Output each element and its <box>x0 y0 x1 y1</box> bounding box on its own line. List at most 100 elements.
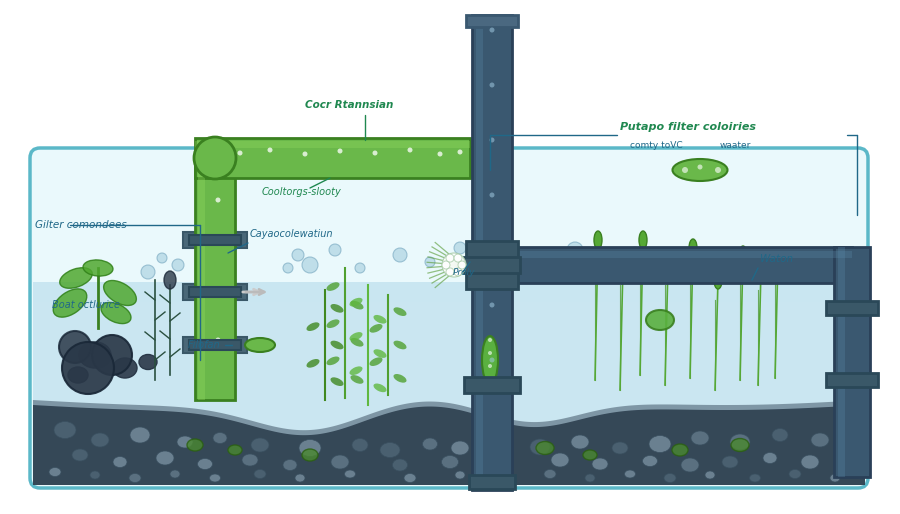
Circle shape <box>567 242 583 258</box>
FancyBboxPatch shape <box>30 148 868 488</box>
Ellipse shape <box>830 474 840 482</box>
Ellipse shape <box>691 431 709 445</box>
Ellipse shape <box>583 450 597 460</box>
Ellipse shape <box>619 256 627 274</box>
Ellipse shape <box>772 429 788 442</box>
Bar <box>826 373 878 387</box>
Circle shape <box>355 263 365 273</box>
Bar <box>464 257 520 273</box>
Bar <box>464 377 520 393</box>
Bar <box>183 337 247 353</box>
Ellipse shape <box>689 239 697 257</box>
Ellipse shape <box>59 268 93 288</box>
Circle shape <box>437 152 443 156</box>
Bar <box>466 15 518 27</box>
Circle shape <box>488 338 492 342</box>
Bar <box>198 158 205 400</box>
Circle shape <box>141 265 155 279</box>
Ellipse shape <box>739 246 747 264</box>
Ellipse shape <box>130 427 150 443</box>
Ellipse shape <box>370 357 382 366</box>
Circle shape <box>458 261 466 269</box>
Bar <box>189 235 241 245</box>
Ellipse shape <box>536 442 554 454</box>
Ellipse shape <box>705 471 715 479</box>
Ellipse shape <box>327 319 339 328</box>
Circle shape <box>373 151 377 156</box>
Ellipse shape <box>404 473 416 483</box>
Ellipse shape <box>714 271 722 289</box>
Bar <box>472 15 512 490</box>
Ellipse shape <box>612 442 628 454</box>
Ellipse shape <box>352 438 368 451</box>
Circle shape <box>302 257 318 273</box>
Ellipse shape <box>213 432 227 444</box>
Ellipse shape <box>374 349 386 358</box>
Bar <box>834 247 870 477</box>
Ellipse shape <box>442 455 458 468</box>
Ellipse shape <box>594 231 602 249</box>
Ellipse shape <box>392 459 408 471</box>
Ellipse shape <box>551 453 569 467</box>
Ellipse shape <box>374 315 386 324</box>
Text: Proly: Proly <box>453 268 475 277</box>
Circle shape <box>442 261 450 269</box>
Ellipse shape <box>350 338 364 346</box>
Ellipse shape <box>393 341 407 350</box>
Ellipse shape <box>113 456 127 468</box>
Circle shape <box>214 287 220 292</box>
Ellipse shape <box>393 307 407 316</box>
Circle shape <box>682 167 688 173</box>
Ellipse shape <box>350 375 364 384</box>
Ellipse shape <box>639 231 647 249</box>
Text: Filofan: Filofan <box>188 340 220 350</box>
Ellipse shape <box>72 449 88 461</box>
Ellipse shape <box>505 474 516 482</box>
Circle shape <box>215 197 220 203</box>
Bar <box>33 282 865 485</box>
Circle shape <box>457 150 463 155</box>
Bar <box>195 138 470 178</box>
Ellipse shape <box>113 358 137 378</box>
Bar <box>512 247 852 283</box>
Ellipse shape <box>349 366 363 375</box>
Ellipse shape <box>330 377 344 386</box>
Bar <box>189 340 241 350</box>
Ellipse shape <box>197 458 212 469</box>
Ellipse shape <box>422 438 437 450</box>
Ellipse shape <box>327 282 339 291</box>
Ellipse shape <box>307 359 320 368</box>
Ellipse shape <box>330 304 344 313</box>
Bar <box>838 247 845 477</box>
Ellipse shape <box>750 474 760 482</box>
Ellipse shape <box>789 469 801 479</box>
Bar <box>195 141 470 148</box>
Ellipse shape <box>302 449 318 461</box>
Circle shape <box>157 253 167 263</box>
Ellipse shape <box>54 421 76 438</box>
Ellipse shape <box>380 443 400 457</box>
Circle shape <box>62 342 114 394</box>
Ellipse shape <box>493 460 507 470</box>
Circle shape <box>490 83 494 87</box>
Ellipse shape <box>672 444 688 456</box>
Circle shape <box>442 253 466 277</box>
Ellipse shape <box>592 458 608 470</box>
Bar <box>469 475 515 489</box>
Ellipse shape <box>129 473 141 483</box>
Ellipse shape <box>170 470 180 478</box>
Circle shape <box>454 268 462 276</box>
Circle shape <box>172 259 184 271</box>
Circle shape <box>488 364 492 368</box>
Ellipse shape <box>187 439 203 451</box>
Ellipse shape <box>254 469 266 479</box>
Circle shape <box>446 268 454 276</box>
Circle shape <box>490 248 494 252</box>
Ellipse shape <box>646 310 674 330</box>
Circle shape <box>604 254 616 266</box>
Ellipse shape <box>731 438 749 451</box>
Ellipse shape <box>664 473 676 483</box>
Ellipse shape <box>842 452 858 464</box>
Bar <box>826 301 878 315</box>
Ellipse shape <box>585 474 595 482</box>
